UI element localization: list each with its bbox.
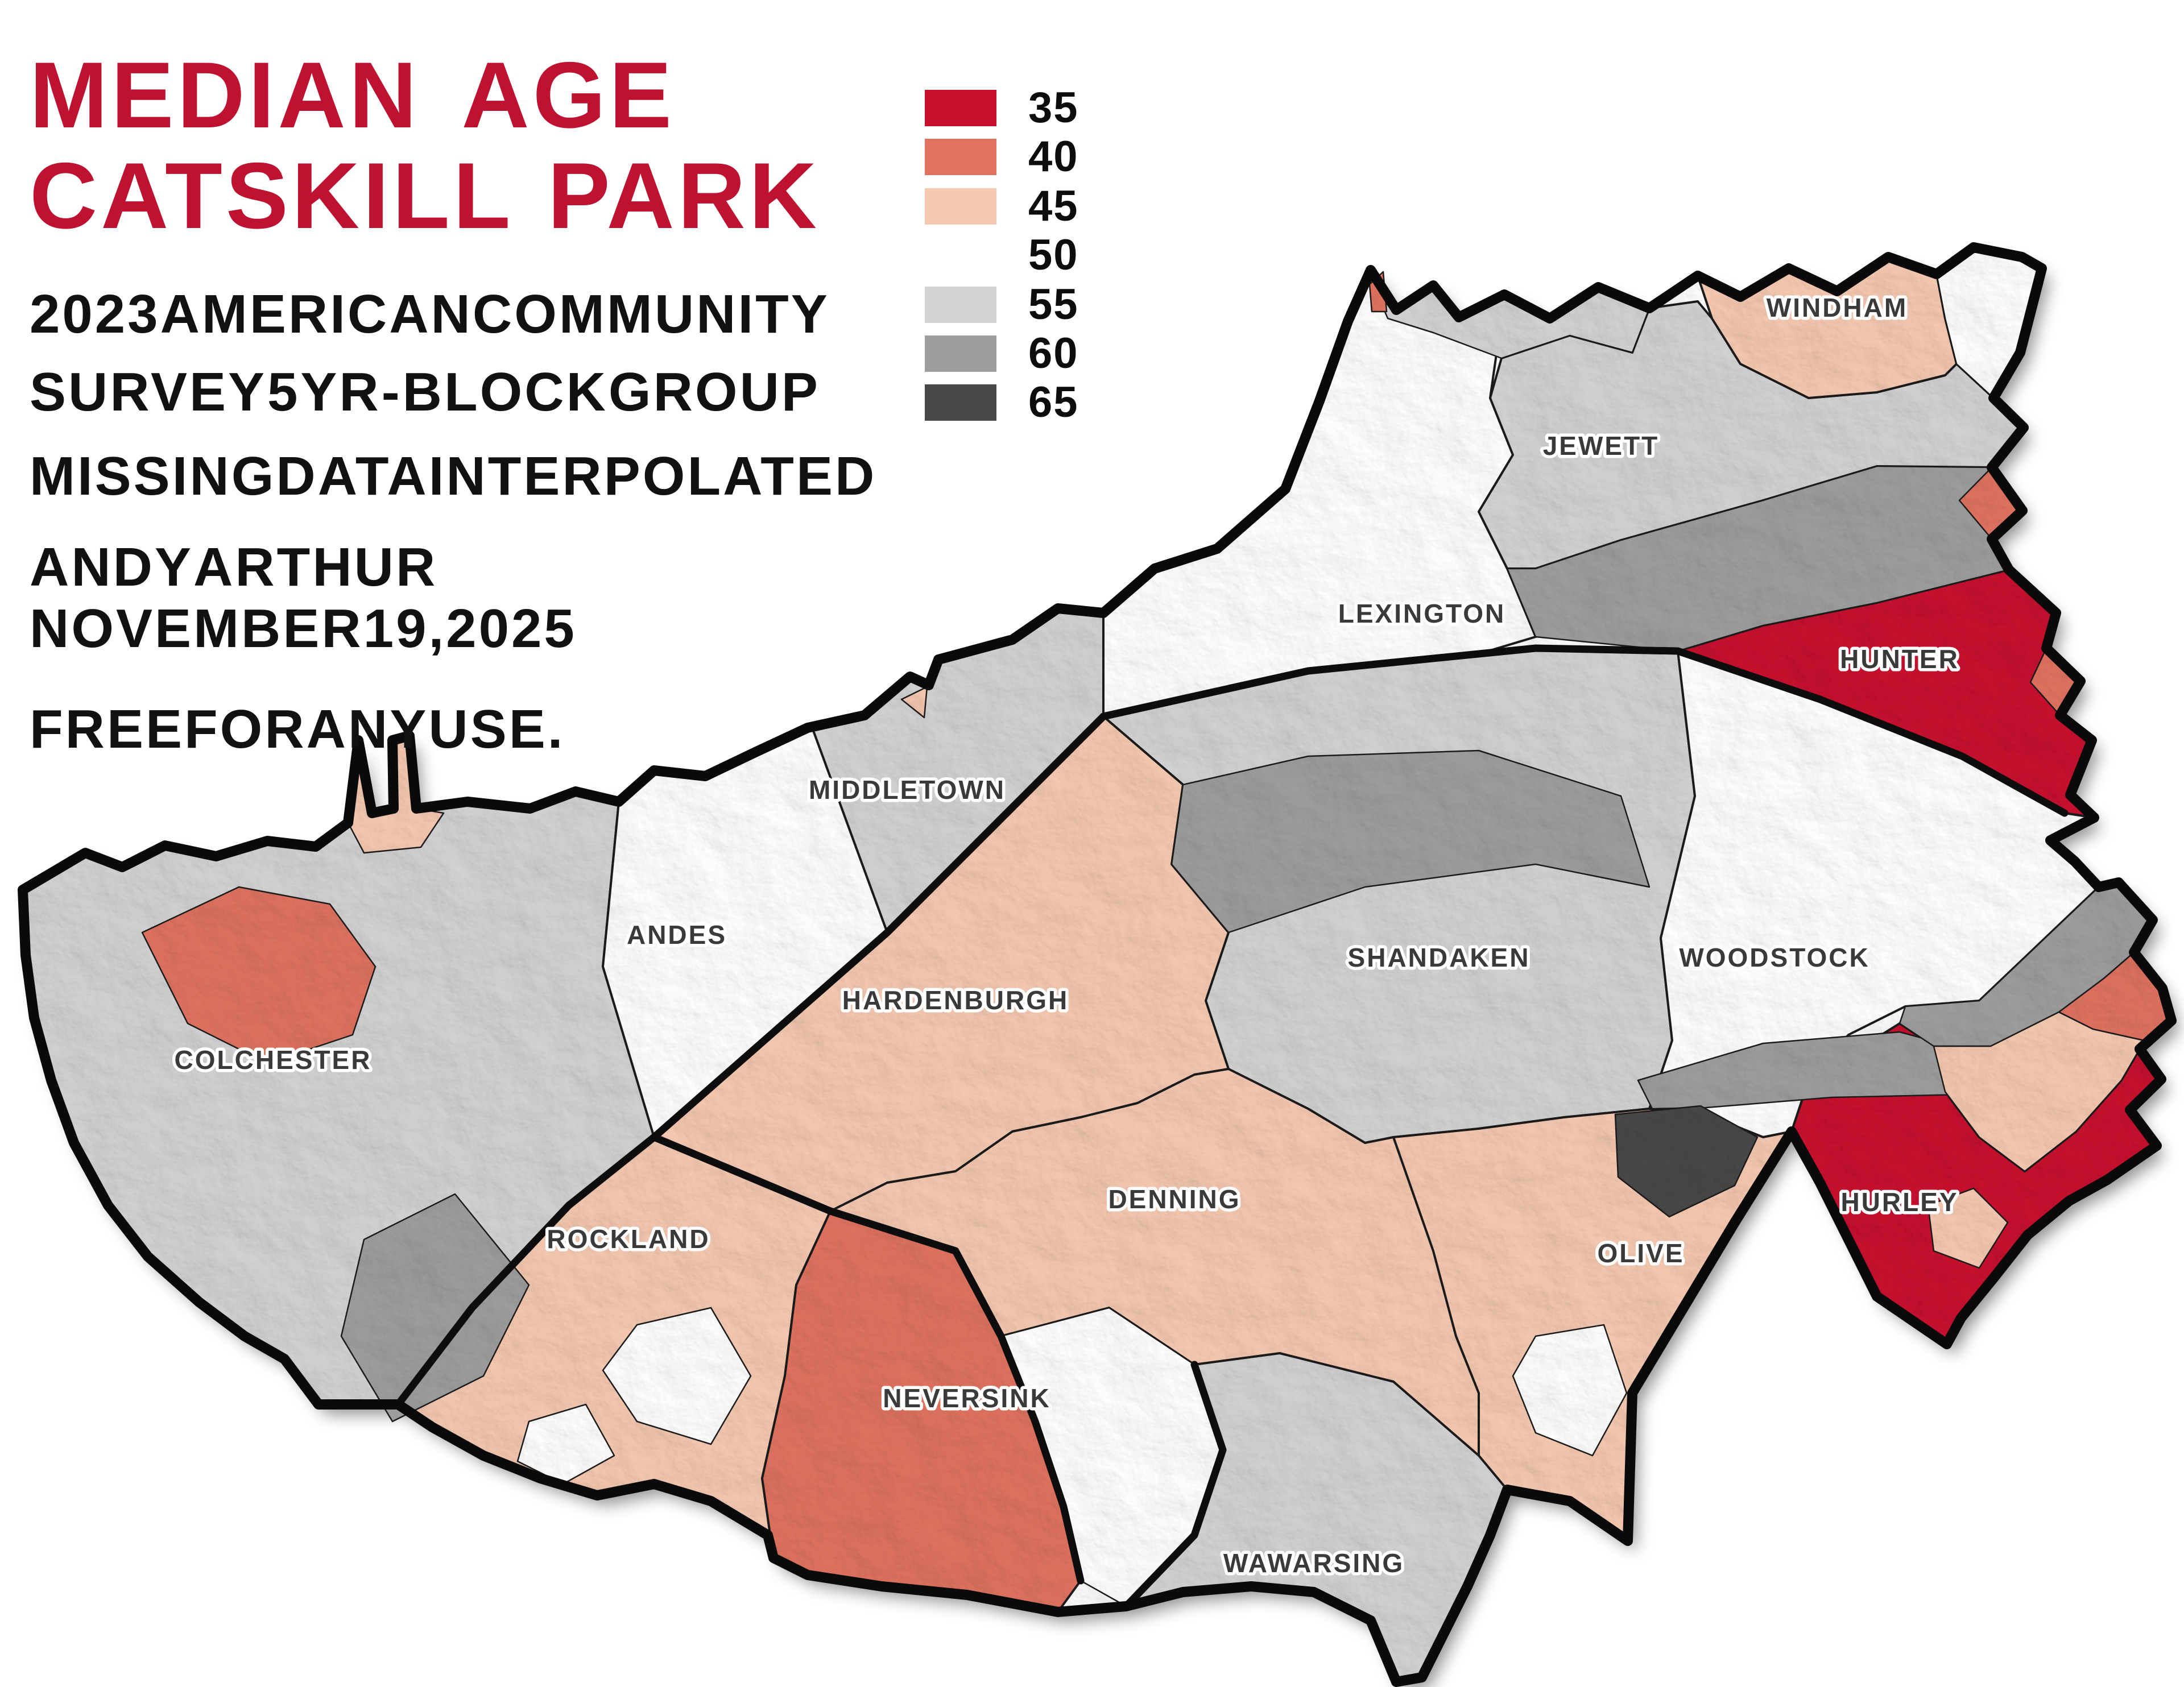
legend-label: 65 [1028,378,1079,426]
legend-swatch-60 [925,335,996,372]
town-label-shandaken: SHANDAKEN [1348,943,1531,972]
page-title-line-2: CATSKILL PARK [30,143,820,248]
town-label-neversink: NEVERSINK [883,1383,1050,1413]
town-label-hardenburgh: HARDENBURGH [842,985,1069,1015]
legend-row: 60 [925,329,1079,378]
legend-swatch-40 [925,139,996,175]
subtitle-line-1: 2023 AMERICAN COMMUNITY [30,284,830,345]
legend-row: 45 [925,182,1079,230]
legend-label: 40 [1028,132,1079,181]
town-label-colchester: COLCHESTER [175,1045,372,1075]
legend-swatch-55 [925,287,996,323]
legend-row: 40 [925,132,1079,181]
legend-swatch-35 [925,90,996,126]
legend-label: 45 [1028,182,1079,230]
town-label-rockland: ROCKLAND [547,1224,710,1254]
town-label-jewett: JEWETT [1543,431,1660,461]
town-labels: WINDHAM JEWETT LEXINGTON HUNTER MIDDLETO… [171,290,1960,1581]
town-label-lexington: LEXINGTON [1338,599,1506,628]
map-date: NOVEMBER 19, 2025 [30,598,577,659]
town-label-hunter: HUNTER [1840,644,1959,674]
town-label-windham: WINDHAM [1767,293,1908,322]
subtitle-line-2: SURVEY 5 YR - BLOCK GROUP [30,362,820,422]
town-label-olive: OLIVE [1597,1238,1684,1268]
town-label-woodstock: WOODSTOCK [1679,943,1869,972]
legend-row: 35 [925,84,1079,132]
legend-swatch-65 [925,384,996,421]
town-label-andes: ANDES [627,920,727,950]
license-note: FREE FOR ANY USE. [30,699,565,760]
legend-label: 50 [1028,231,1079,279]
legend-swatch-50 [925,237,996,273]
legend-label: 55 [1028,280,1079,329]
legend-row: 65 [925,378,1079,426]
author-credit: ANDY ARTHUR [30,537,438,598]
legend-label: 60 [1028,329,1079,378]
legend-row: 50 [925,231,1079,279]
town-label-hurley: HURLEY [1840,1187,1958,1217]
town-label-denning: DENNING [1108,1184,1240,1214]
town-label-wawarsing: WAWARSING [1223,1548,1404,1578]
legend-label: 35 [1028,84,1079,132]
page-title: MEDIAN AGE [30,43,675,147]
town-label-middletown: MIDDLETOWN [809,775,1006,805]
missing-data-note: MISSING DATA INTERPOLATED [30,446,877,507]
legend-row: 55 [925,280,1079,329]
legend-swatch-45 [925,188,996,225]
